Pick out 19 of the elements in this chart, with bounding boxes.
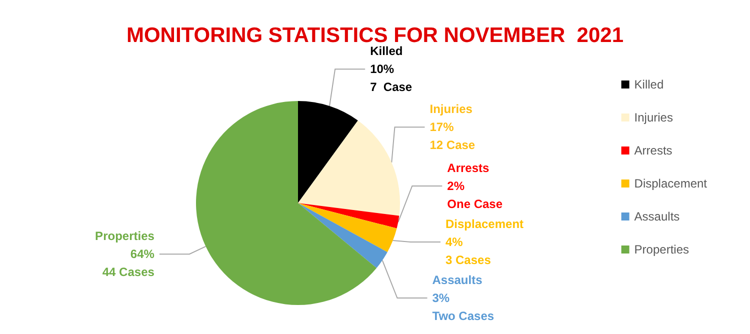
data-label: 2% One Case [447, 179, 503, 211]
legend-label: Assaults [634, 210, 680, 224]
legend-label: Injuries [634, 110, 673, 124]
slice-label: Displacement [445, 217, 524, 231]
slice-label: Injuries [430, 102, 473, 116]
chart-title: MONITORING STATISTICS FOR NOVEMBER 2021 [126, 24, 624, 47]
legend-label: Killed [634, 78, 664, 92]
legend-label: Properties [634, 242, 690, 256]
data-label: 10% 7 Case [370, 62, 412, 94]
data-label: 64% 44 Cases [102, 247, 155, 280]
legend-label: Displacement [634, 176, 708, 190]
legend-label: Arrests [634, 144, 672, 158]
data-label: 3% Two Cases [432, 291, 494, 323]
slice-label: Arrests [447, 161, 490, 175]
data-label: 4% 3 Cases [445, 235, 492, 267]
slice-label: Killed [370, 44, 403, 58]
slice-label: Assaults [432, 273, 483, 287]
data-label: 17% 12 Case [430, 120, 476, 152]
slice-label: Properties [95, 229, 155, 244]
